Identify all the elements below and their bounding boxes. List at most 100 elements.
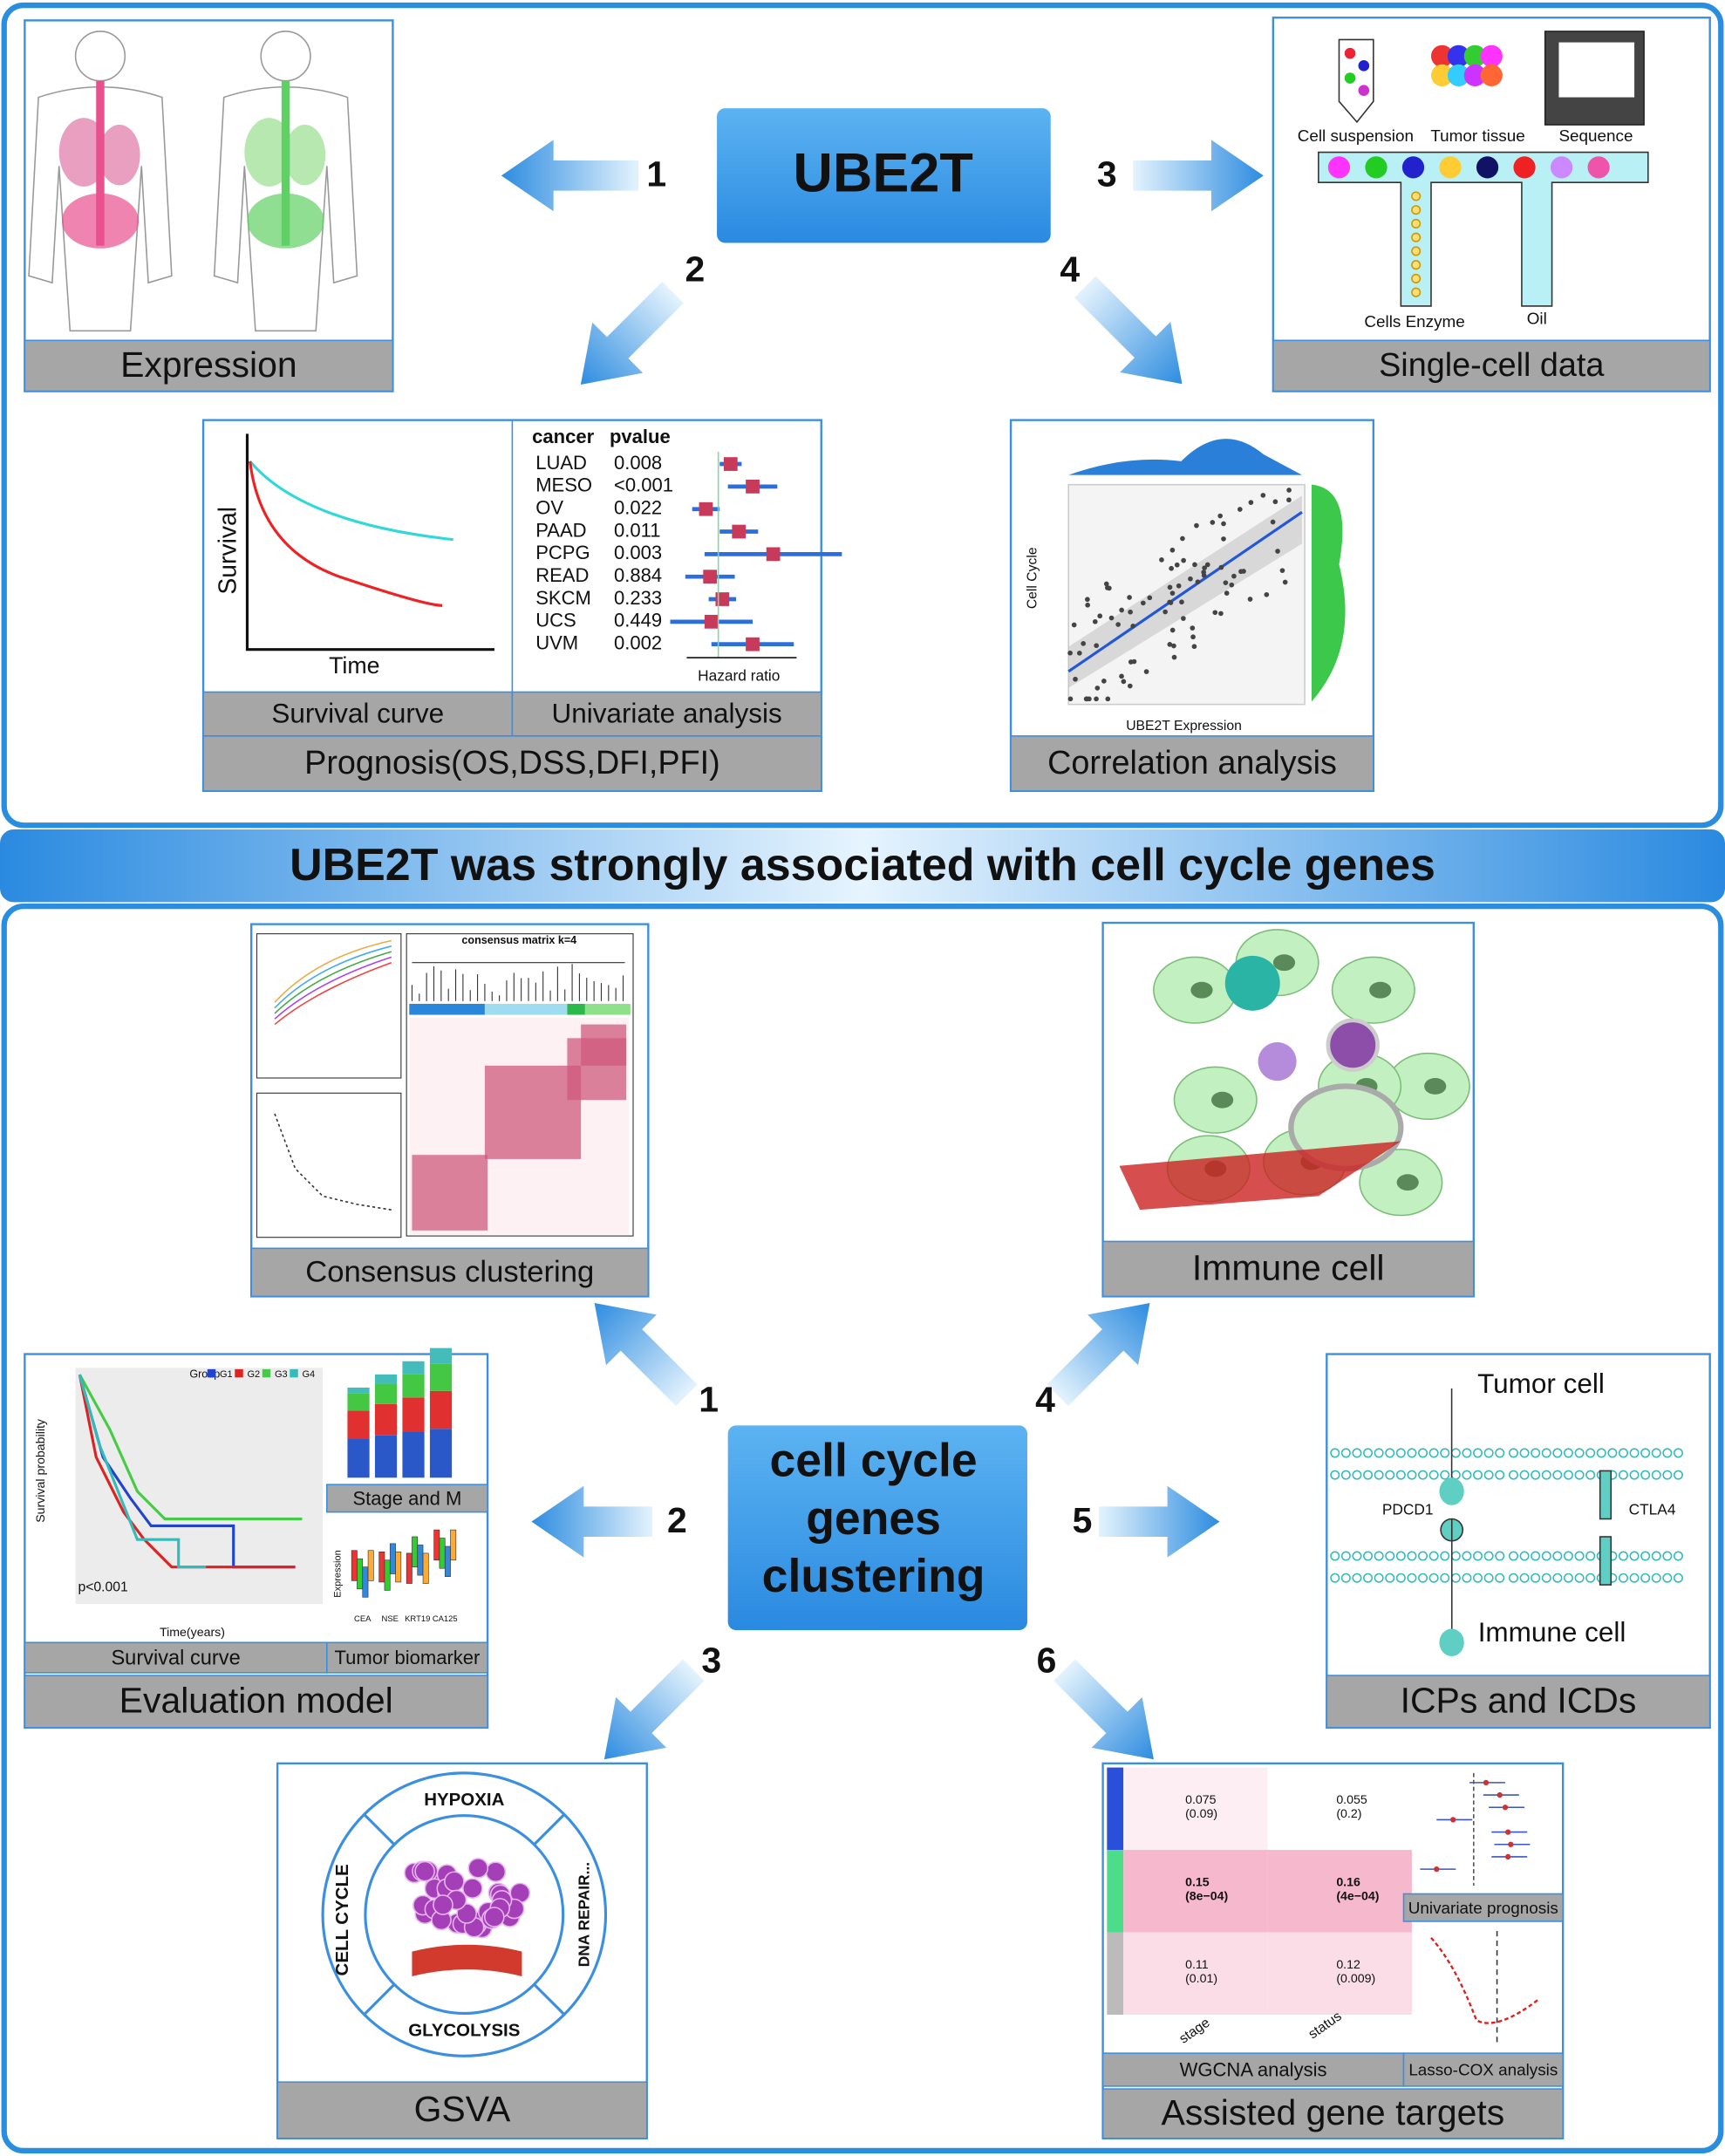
density [1311,484,1346,702]
tissue-cell [1480,64,1503,86]
lipid [1483,1448,1494,1458]
lipid [1418,1470,1428,1480]
box [362,1566,369,1598]
point [1097,613,1103,619]
box [444,1545,451,1577]
caption: ICPs and ICDs [1401,1680,1637,1720]
organ [281,80,290,246]
point [1204,562,1210,568]
cancer: PAAD [535,519,586,541]
cluster-bar [484,1003,568,1015]
step: 1 [699,1379,719,1419]
stage-bar [347,1393,370,1411]
matrix-block [484,1065,582,1159]
arrow-shape [1074,276,1183,385]
point [1188,576,1193,582]
point [1085,597,1090,603]
tissue-cell [1430,64,1454,86]
lipid [1629,1448,1640,1458]
lipid [1651,1573,1661,1583]
arrow [1074,276,1183,385]
lipid [1519,1448,1530,1458]
caption-bar [1402,2052,1564,2087]
lipid [1531,1551,1541,1561]
point [1171,643,1176,649]
box [384,1559,391,1591]
point [1121,679,1127,685]
enzyme [1411,260,1422,270]
pvalue: 0.008 [614,452,662,474]
lipid [1440,1551,1450,1561]
caption: Assisted gene targets [1162,2092,1505,2132]
lipid [1483,1573,1494,1583]
lipid [1374,1448,1384,1458]
label: CELL CYCLE [332,1864,352,1975]
point [1192,562,1197,568]
arrow [1098,1485,1220,1558]
lipid [1519,1573,1530,1583]
lipid [1519,1551,1530,1561]
lipid [1363,1551,1374,1561]
module-bar [1107,1850,1124,1933]
point [1119,673,1124,679]
cdf [274,956,392,1020]
hr-point [1505,1829,1511,1835]
caption: Evaluation model [119,1680,393,1720]
point [1128,659,1134,665]
point [1094,643,1100,649]
point [1275,549,1280,554]
wgcna-cell [1123,1850,1268,1933]
tube [1338,38,1374,124]
lipid [1574,1448,1585,1458]
point [1221,521,1226,527]
lipid [1531,1470,1541,1480]
lipid [1563,1470,1573,1480]
tissue-cell [1447,64,1470,86]
ctla4 [1599,1470,1612,1520]
lipid [1418,1573,1428,1583]
droplet [1550,156,1573,179]
hr-point [723,457,738,471]
lipid [1407,1551,1417,1561]
caption: Single-cell data [1379,347,1605,384]
matrix-block [412,1155,488,1231]
lipid [1640,1448,1651,1458]
box [417,1545,424,1576]
caption: Survival curve [271,698,444,729]
legend-swatch [235,1368,243,1378]
top-frame [1,2,1724,829]
lipid [1563,1448,1573,1458]
wgcna-cell [1123,1932,1268,2016]
ring-divider [533,1983,566,2016]
km-curve [78,1374,207,1569]
stage-bar [347,1438,370,1478]
lipid [1508,1448,1518,1458]
receptor-head [1439,1628,1464,1657]
lipid [1450,1573,1461,1583]
enzyme [1411,232,1422,242]
lipid [1508,1573,1518,1583]
box [367,1550,374,1581]
lipid [1629,1573,1640,1583]
hr-point [699,501,713,516]
lipid [1585,1573,1596,1583]
box [450,1529,457,1561]
cluster-bar [409,1003,485,1015]
cell-value: 0.075 [1185,1793,1217,1807]
lipid [1541,1551,1551,1561]
lipid [1673,1551,1683,1561]
lipid [1629,1551,1640,1561]
axis-label: Survival probability [34,1418,48,1523]
cdf [274,961,392,1026]
tick-label: CA125 [433,1614,458,1624]
droplet [1327,156,1351,179]
point [1105,696,1111,702]
enzyme [1411,246,1422,256]
caption: Stage and M [352,1487,461,1509]
lipid [1585,1551,1596,1561]
lipid [1340,1551,1351,1561]
delta-plot [256,1092,402,1238]
lipid [1473,1573,1483,1583]
point [1191,644,1197,650]
curve [249,460,453,542]
